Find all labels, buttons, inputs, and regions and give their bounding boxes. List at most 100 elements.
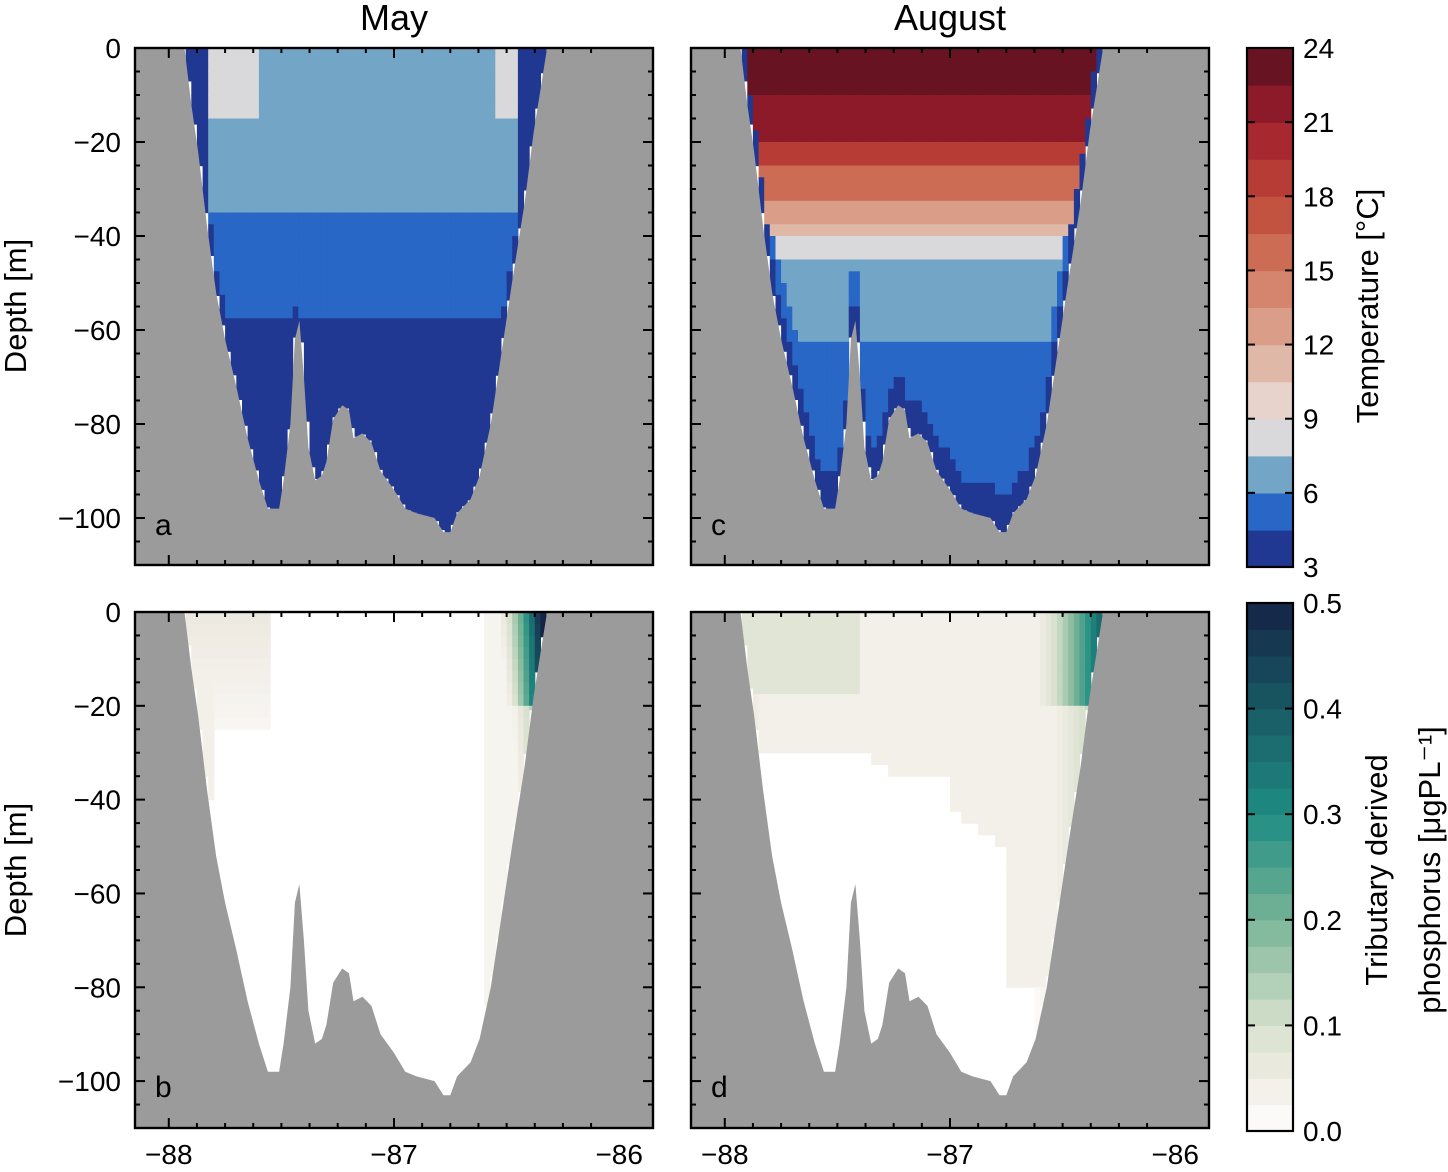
data-cell bbox=[803, 294, 810, 308]
data-cell bbox=[826, 729, 833, 742]
data-cell bbox=[292, 200, 299, 214]
data-cell bbox=[326, 142, 333, 155]
data-cell bbox=[332, 118, 339, 131]
data-cell bbox=[899, 247, 906, 261]
data-cell bbox=[1034, 130, 1041, 143]
data-cell bbox=[484, 283, 491, 296]
data-cell bbox=[287, 95, 294, 108]
data-cell bbox=[354, 424, 361, 437]
data-cell bbox=[995, 705, 1002, 719]
data-cell bbox=[315, 200, 322, 214]
data-cell bbox=[1045, 330, 1052, 343]
data-cell bbox=[978, 130, 985, 143]
data-cell bbox=[989, 341, 996, 355]
data-cell bbox=[439, 247, 446, 261]
data-cell bbox=[427, 471, 434, 484]
data-cell bbox=[320, 224, 327, 237]
data-cell bbox=[1000, 306, 1007, 319]
data-cell bbox=[1017, 259, 1024, 272]
data-cell bbox=[837, 377, 844, 390]
data-cell bbox=[410, 95, 418, 108]
data-cell bbox=[769, 705, 776, 719]
data-cell bbox=[831, 506, 838, 510]
data-cell bbox=[1011, 259, 1019, 272]
data-cell bbox=[517, 212, 525, 225]
data-cell bbox=[439, 95, 446, 108]
data-cell bbox=[814, 165, 822, 178]
data-cell bbox=[916, 764, 923, 777]
data-cell bbox=[506, 623, 513, 636]
data-cell bbox=[501, 71, 508, 84]
data-cell bbox=[427, 400, 434, 413]
data-cell bbox=[326, 177, 333, 190]
data-cell bbox=[287, 71, 294, 84]
data-cell bbox=[489, 623, 496, 636]
data-cell bbox=[534, 71, 541, 84]
data-cell bbox=[865, 130, 872, 143]
data-cell bbox=[843, 189, 850, 202]
data-cell bbox=[495, 83, 502, 96]
data-cell bbox=[893, 259, 900, 272]
data-cell bbox=[450, 83, 457, 96]
data-cell bbox=[938, 236, 945, 249]
data-cell bbox=[439, 224, 446, 237]
data-cell bbox=[343, 224, 350, 237]
data-cell bbox=[1000, 787, 1007, 801]
data-cell bbox=[775, 165, 782, 178]
data-cell bbox=[1045, 318, 1052, 331]
data-cell bbox=[512, 682, 519, 695]
data-cell bbox=[837, 106, 844, 120]
data-cell bbox=[303, 306, 311, 319]
data-cell bbox=[377, 48, 384, 61]
data-cell bbox=[1057, 330, 1064, 339]
data-cell bbox=[292, 212, 299, 225]
data-cell bbox=[270, 353, 277, 366]
data-cell bbox=[882, 294, 889, 308]
data-cell bbox=[910, 388, 917, 402]
data-cell bbox=[820, 459, 827, 472]
data-cell bbox=[416, 118, 423, 131]
data-cell bbox=[893, 142, 900, 155]
data-cell bbox=[961, 811, 968, 824]
data-cell bbox=[933, 647, 940, 660]
data-cell bbox=[950, 153, 957, 167]
data-cell bbox=[843, 177, 850, 190]
data-cell bbox=[360, 200, 367, 214]
data-cell bbox=[512, 705, 519, 719]
data-cell bbox=[961, 494, 968, 507]
data-cell bbox=[506, 189, 513, 202]
data-cell bbox=[1085, 130, 1092, 143]
data-cell bbox=[950, 118, 957, 131]
data-cell bbox=[871, 318, 878, 331]
data-cell bbox=[1051, 165, 1058, 178]
data-cell bbox=[961, 506, 968, 511]
data-cell bbox=[1040, 177, 1047, 190]
data-cell bbox=[781, 682, 788, 695]
data-cell bbox=[349, 200, 356, 214]
data-cell bbox=[455, 482, 463, 496]
data-cell bbox=[472, 71, 479, 84]
data-cell bbox=[484, 811, 491, 824]
data-cell bbox=[416, 424, 423, 437]
data-cell bbox=[843, 400, 850, 413]
data-cell bbox=[501, 165, 508, 178]
data-cell bbox=[876, 377, 883, 390]
data-cell bbox=[1051, 153, 1058, 167]
data-cell bbox=[758, 741, 765, 754]
data-cell bbox=[270, 412, 277, 425]
data-cell bbox=[1062, 189, 1069, 202]
data-cell bbox=[461, 353, 468, 366]
data-cell bbox=[253, 318, 260, 331]
data-cell bbox=[388, 200, 395, 214]
data-cell bbox=[1023, 424, 1030, 437]
data-cell bbox=[315, 142, 322, 155]
data-cell bbox=[966, 200, 974, 214]
data-cell bbox=[1006, 647, 1013, 660]
data-cell bbox=[433, 83, 440, 96]
data-cell bbox=[781, 48, 788, 61]
data-cell bbox=[512, 752, 519, 765]
data-cell bbox=[213, 165, 220, 178]
data-cell bbox=[287, 59, 294, 73]
data-cell bbox=[484, 916, 491, 930]
data-cell bbox=[893, 388, 900, 402]
